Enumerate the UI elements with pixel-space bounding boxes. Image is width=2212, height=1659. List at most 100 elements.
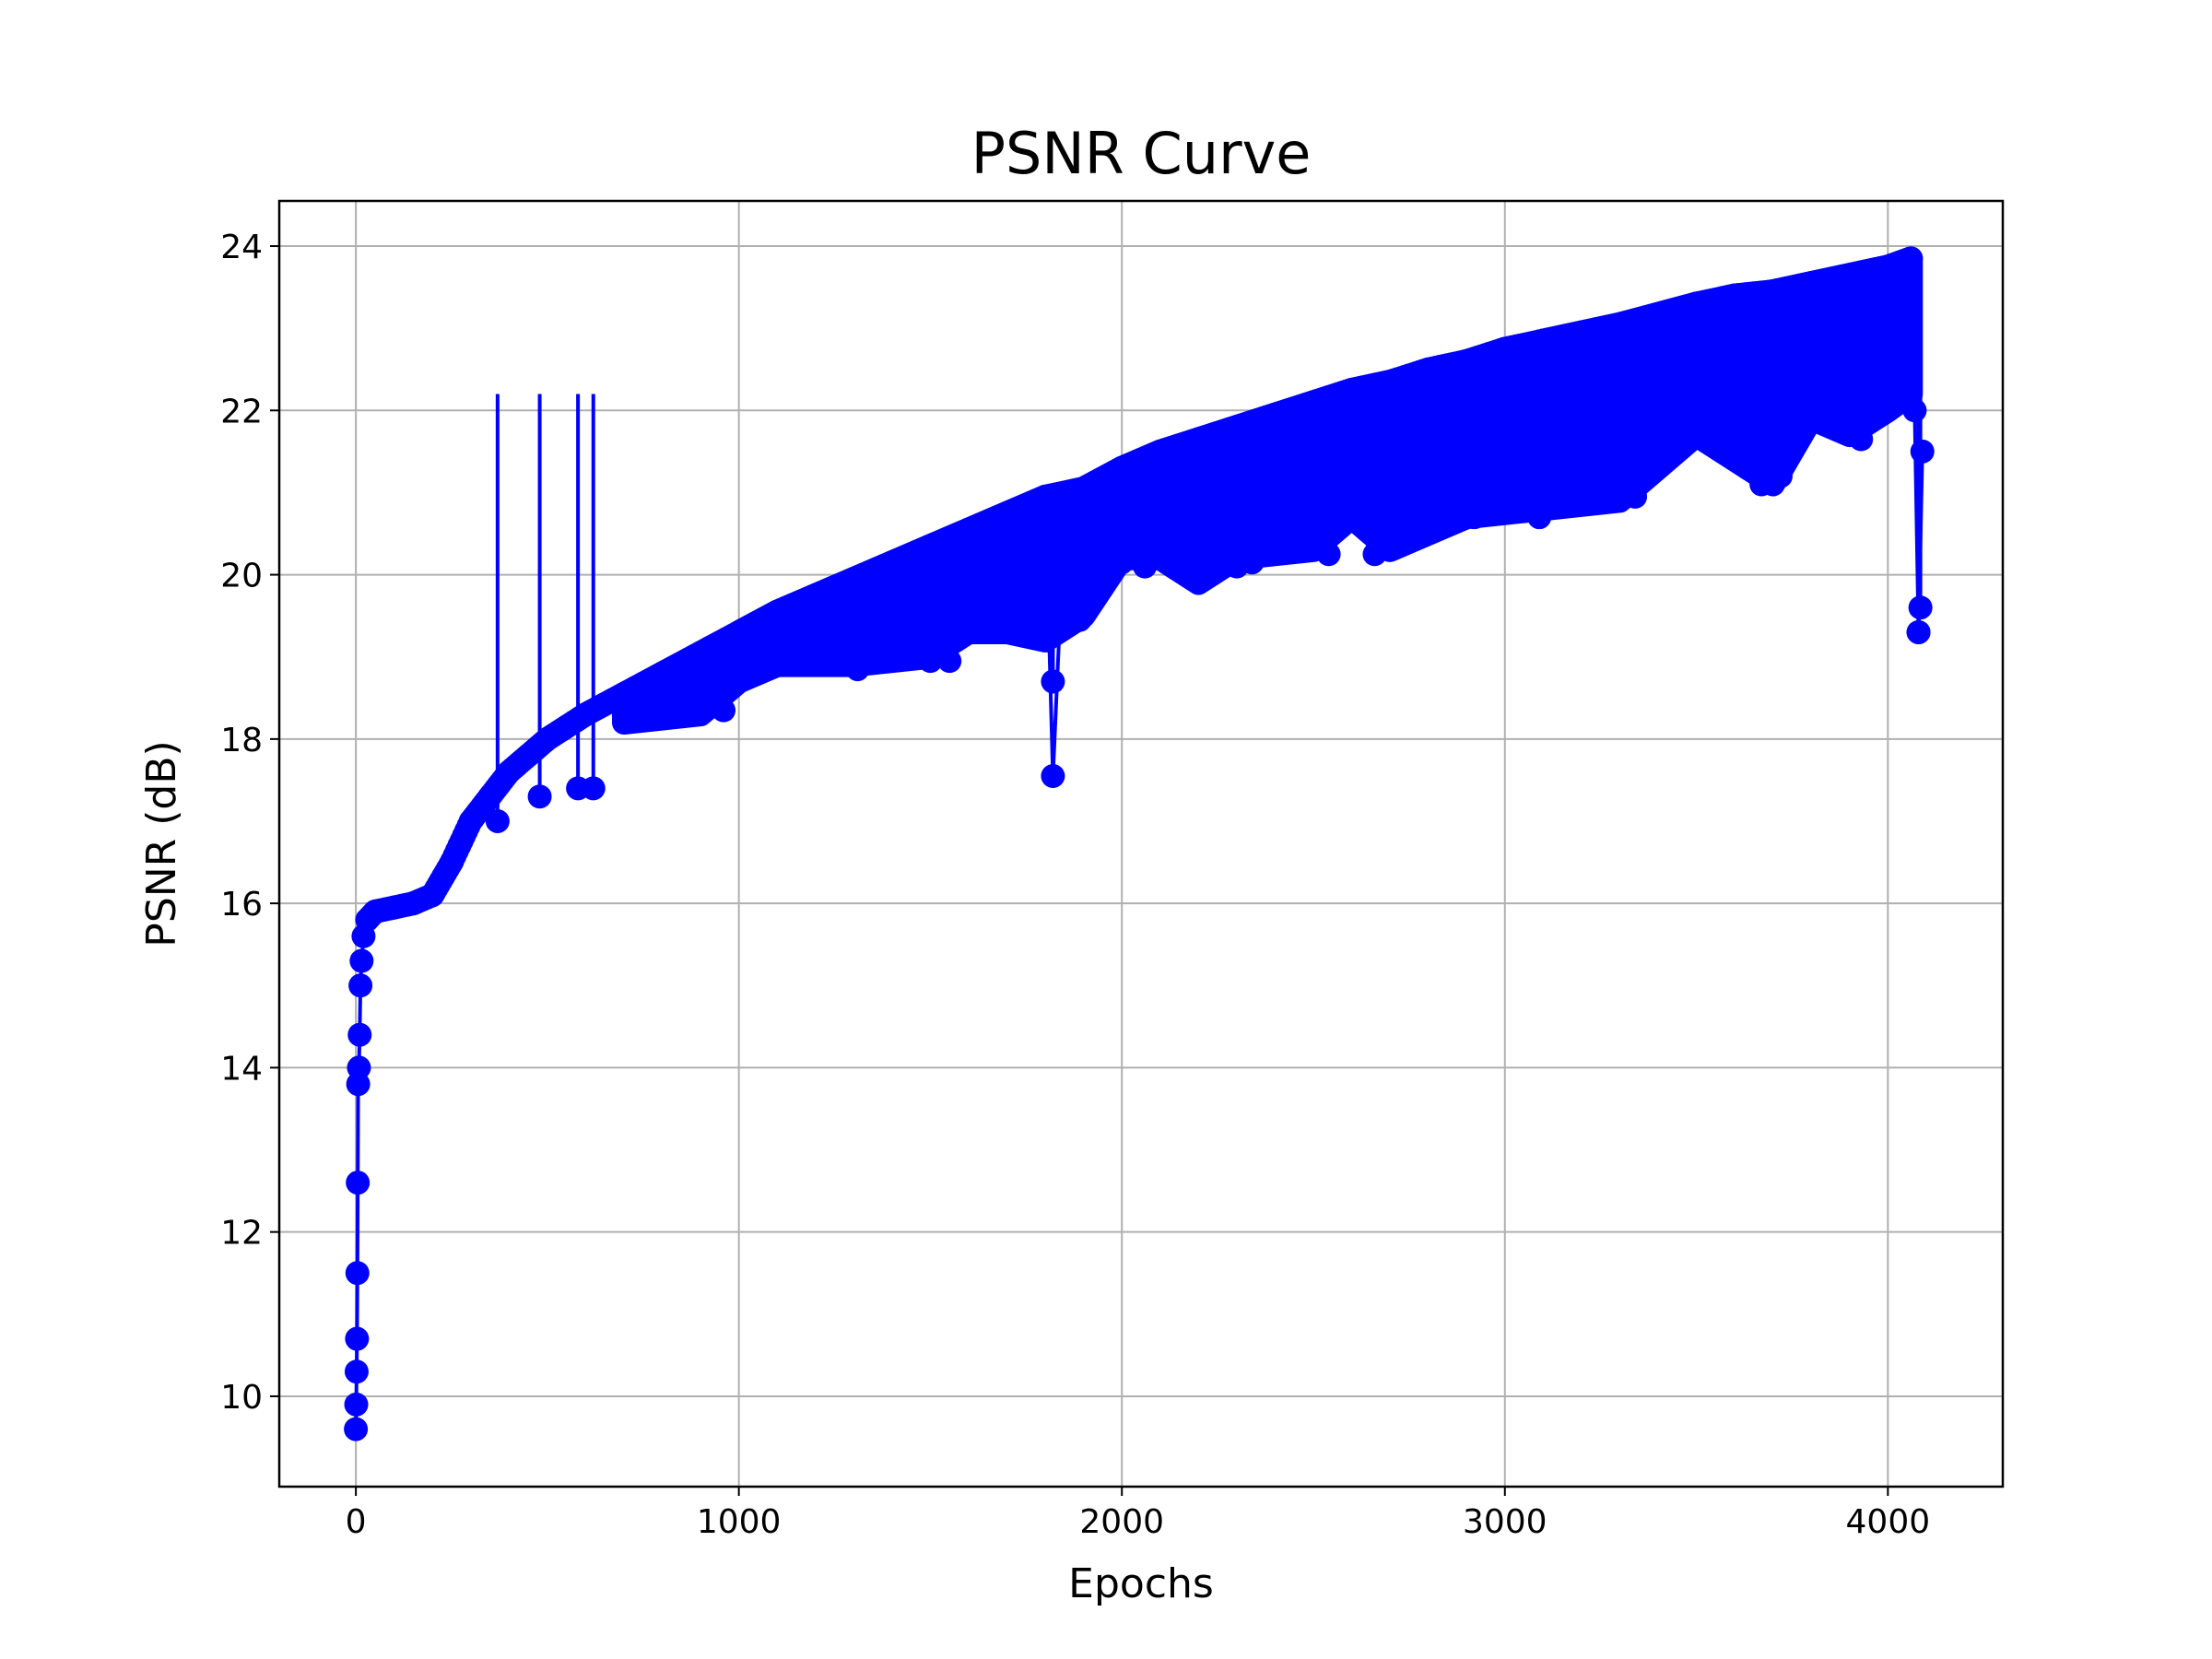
data-point <box>879 550 904 575</box>
data-point <box>1492 336 1517 361</box>
data-point <box>712 698 736 723</box>
data-point <box>803 582 828 607</box>
data-point <box>1416 357 1441 382</box>
data-point <box>1760 279 1785 304</box>
data-point <box>1876 254 1900 279</box>
y-tick-label: 20 <box>220 558 263 595</box>
data-point <box>1147 439 1172 464</box>
data-point <box>1527 505 1552 530</box>
data-point <box>765 599 790 624</box>
data-point <box>1339 378 1364 403</box>
x-tick-label: 0 <box>346 1503 367 1541</box>
x-tick-label: 1000 <box>697 1503 782 1541</box>
data-point <box>845 657 870 682</box>
data-point <box>1133 554 1158 579</box>
data-point <box>1224 415 1249 440</box>
data-point <box>1462 505 1487 530</box>
data-point <box>1723 283 1747 308</box>
data-point <box>458 808 483 833</box>
data-point <box>841 567 866 592</box>
data-point <box>345 1326 370 1351</box>
data-point <box>344 1392 369 1417</box>
data-point <box>1301 390 1325 415</box>
data-point <box>1378 370 1403 394</box>
data-point <box>918 534 943 559</box>
data-point <box>1240 550 1265 575</box>
data-point <box>918 649 943 674</box>
data-point <box>345 1261 370 1286</box>
x-tick-label: 3000 <box>1463 1503 1547 1541</box>
data-point <box>1768 464 1793 488</box>
data-point <box>420 883 445 908</box>
data-point <box>1837 263 1862 288</box>
data-point <box>1910 439 1935 464</box>
data-point <box>688 641 713 665</box>
data-point <box>382 895 406 920</box>
x-tick-label: 4000 <box>1846 1503 1931 1541</box>
data-point <box>1799 271 1824 296</box>
data-point <box>1041 763 1065 788</box>
data-point <box>1033 484 1058 509</box>
data-point <box>1569 320 1594 345</box>
data-point <box>1607 312 1632 336</box>
data-point <box>994 500 1019 525</box>
data-point <box>957 517 981 542</box>
data-point <box>1623 484 1648 509</box>
data-point <box>726 619 751 644</box>
y-tick-label: 16 <box>220 886 263 924</box>
data-point <box>1052 505 1077 530</box>
data-point <box>1041 669 1065 694</box>
series-layer <box>344 246 1935 1441</box>
data-point <box>1263 402 1288 427</box>
y-tick-label: 12 <box>220 1215 263 1253</box>
x-axis-label: Epochs <box>1068 1560 1214 1607</box>
plot-area <box>344 246 1935 1441</box>
data-point <box>401 891 426 916</box>
data-point <box>349 948 374 973</box>
chart-title: PSNR Curve <box>971 120 1312 187</box>
data-point <box>1186 571 1211 595</box>
data-point <box>937 649 962 674</box>
data-point <box>346 1171 371 1195</box>
data-point <box>497 759 522 784</box>
y-axis-label: PSNR (dB) <box>138 740 185 947</box>
data-point <box>1110 455 1135 480</box>
data-point <box>1531 328 1556 353</box>
data-point <box>1362 542 1387 567</box>
y-tick-label: 14 <box>220 1050 263 1088</box>
y-tick-label: 22 <box>220 393 263 430</box>
data-point <box>1569 480 1594 505</box>
data-point <box>1749 472 1774 497</box>
data-point <box>1849 427 1874 452</box>
grid <box>279 201 2003 1487</box>
data-point <box>1504 488 1529 513</box>
data-point <box>612 681 636 706</box>
data-point <box>348 973 373 998</box>
data-point <box>1646 303 1670 328</box>
data-point <box>677 702 701 727</box>
data-point <box>1684 291 1709 316</box>
axes-frame <box>277 199 2005 1488</box>
data-point <box>1186 427 1211 452</box>
data-point <box>362 900 387 924</box>
data-point <box>527 784 552 809</box>
data-point <box>1110 550 1135 575</box>
data-point <box>581 776 606 801</box>
data-point <box>1899 246 1924 271</box>
y-tick-label: 10 <box>220 1379 263 1417</box>
data-point <box>1316 542 1341 567</box>
data-point <box>1799 398 1824 423</box>
data-point <box>344 1417 369 1441</box>
data-point <box>347 1022 372 1047</box>
y-tick-label: 18 <box>220 722 263 759</box>
data-point <box>879 641 904 665</box>
data-point <box>650 661 675 686</box>
data-point <box>1071 476 1096 500</box>
data-point <box>344 1359 369 1384</box>
data-point <box>1454 348 1479 373</box>
data-point <box>1908 595 1933 620</box>
data-point <box>1902 398 1927 423</box>
ticks: 0 1000 2000 3000 4000 10 12 14 16 18 20 22 24 <box>220 229 1930 1541</box>
